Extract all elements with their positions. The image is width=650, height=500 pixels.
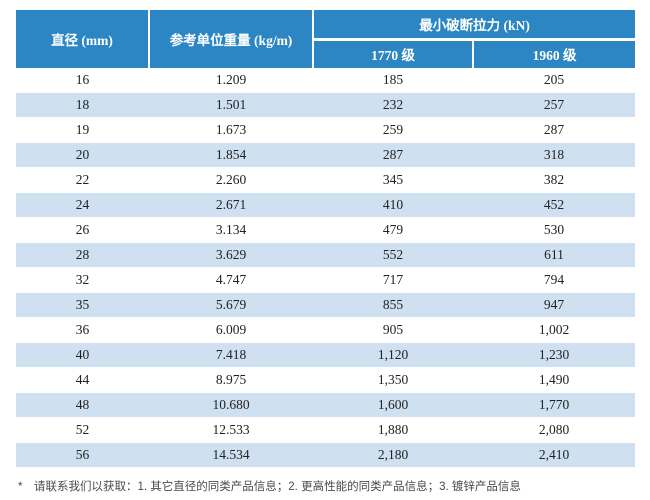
- table-cell: 345: [313, 167, 473, 193]
- table-cell: 2,410: [473, 442, 635, 468]
- spec-table-page: 直径 (mm) 参考单位重量 (kg/m) 最小破断拉力 (kN) 1770 级…: [16, 10, 635, 495]
- table-cell: 452: [473, 192, 635, 218]
- table-cell: 855: [313, 292, 473, 318]
- table-cell: 2.260: [149, 167, 313, 193]
- header-diameter: 直径 (mm): [16, 10, 150, 68]
- footnote-marker: *: [18, 481, 23, 493]
- footnote-text: 请联系我们以获取：1. 其它直径的同类产品信息；2. 更高性能的同类产品信息；3…: [34, 481, 521, 493]
- table-cell: 44: [16, 367, 149, 393]
- table-cell: 12.533: [149, 417, 313, 443]
- table-cell: 5.679: [149, 292, 313, 318]
- table-cell: 52: [16, 417, 149, 443]
- table-row: 36 6.009 905 1,002: [16, 317, 635, 343]
- table-row: 26 3.134 479 530: [16, 217, 635, 243]
- table-cell: 1,600: [313, 392, 473, 418]
- table-cell: 205: [473, 68, 635, 93]
- table-cell: 611: [473, 242, 635, 268]
- table-row: 44 8.975 1,350 1,490: [16, 367, 635, 393]
- table-cell: 318: [473, 142, 635, 168]
- table-cell: 382: [473, 167, 635, 193]
- table-row: 40 7.418 1,120 1,230: [16, 342, 635, 368]
- table-cell: 1,880: [313, 417, 473, 443]
- table-cell: 8.975: [149, 367, 313, 393]
- table-cell: 530: [473, 217, 635, 243]
- table-cell: 16: [16, 68, 149, 93]
- table-row: 19 1.673 259 287: [16, 117, 635, 143]
- table-cell: 1.673: [149, 117, 313, 143]
- table-cell: 479: [313, 217, 473, 243]
- table-cell: 4.747: [149, 267, 313, 293]
- table-cell: 287: [313, 142, 473, 168]
- table-cell: 947: [473, 292, 635, 318]
- table-cell: 2.671: [149, 192, 313, 218]
- header-grade-1960: 1960 级: [473, 39, 635, 68]
- table-cell: 185: [313, 68, 473, 93]
- table-cell: 257: [473, 92, 635, 118]
- table-cell: 26: [16, 217, 149, 243]
- table-cell: 1,002: [473, 317, 635, 343]
- table-row: 56 14.534 2,180 2,410: [16, 442, 635, 468]
- table-cell: 287: [473, 117, 635, 143]
- table-row: 35 5.679 855 947: [16, 292, 635, 318]
- table-row: 48 10.680 1,600 1,770: [16, 392, 635, 418]
- header-breaking-force: 最小破断拉力 (kN): [313, 10, 635, 41]
- table-cell: 232: [313, 92, 473, 118]
- table-body: 16 1.209 185 205 18 1.501 232 257 19 1.673 259 287 2…: [16, 68, 635, 468]
- table-row: 52 12.533 1,880 2,080: [16, 417, 635, 443]
- table-cell: 6.009: [149, 317, 313, 343]
- table-header: 直径 (mm) 参考单位重量 (kg/m) 最小破断拉力 (kN) 1770 级…: [16, 10, 635, 68]
- table-cell: 1,490: [473, 367, 635, 393]
- table-cell: 20: [16, 142, 149, 168]
- table-cell: 7.418: [149, 342, 313, 368]
- table-cell: 2,080: [473, 417, 635, 443]
- table-cell: 1,120: [313, 342, 473, 368]
- table-cell: 24: [16, 192, 149, 218]
- table-cell: 1.854: [149, 142, 313, 168]
- header-grade-1770: 1770 级: [313, 39, 474, 68]
- footnote: * 请联系我们以获取：1. 其它直径的同类产品信息；2. 更高性能的同类产品信息…: [16, 479, 635, 495]
- table-cell: 1.209: [149, 68, 313, 93]
- table-cell: 410: [313, 192, 473, 218]
- table-cell: 56: [16, 442, 149, 468]
- table-cell: 40: [16, 342, 149, 368]
- table-cell: 48: [16, 392, 149, 418]
- table-row: 28 3.629 552 611: [16, 242, 635, 268]
- table-cell: 18: [16, 92, 149, 118]
- table-cell: 552: [313, 242, 473, 268]
- spec-table: 直径 (mm) 参考单位重量 (kg/m) 最小破断拉力 (kN) 1770 级…: [16, 10, 635, 468]
- table-row: 22 2.260 345 382: [16, 167, 635, 193]
- table-cell: 1.501: [149, 92, 313, 118]
- table-cell: 1,230: [473, 342, 635, 368]
- table-row: 24 2.671 410 452: [16, 192, 635, 218]
- table-cell: 22: [16, 167, 149, 193]
- table-cell: 10.680: [149, 392, 313, 418]
- table-cell: 35: [16, 292, 149, 318]
- header-unit-weight: 参考单位重量 (kg/m): [149, 10, 314, 68]
- table-cell: 794: [473, 267, 635, 293]
- table-row: 32 4.747 717 794: [16, 267, 635, 293]
- table-cell: 259: [313, 117, 473, 143]
- table-cell: 2,180: [313, 442, 473, 468]
- table-cell: 1,770: [473, 392, 635, 418]
- table-cell: 28: [16, 242, 149, 268]
- table-row: 20 1.854 287 318: [16, 142, 635, 168]
- table-cell: 717: [313, 267, 473, 293]
- table-cell: 32: [16, 267, 149, 293]
- table-row: 18 1.501 232 257: [16, 92, 635, 118]
- table-cell: 14.534: [149, 442, 313, 468]
- table-cell: 1,350: [313, 367, 473, 393]
- table-cell: 36: [16, 317, 149, 343]
- table-row: 16 1.209 185 205: [16, 68, 635, 93]
- table-cell: 905: [313, 317, 473, 343]
- table-cell: 19: [16, 117, 149, 143]
- table-cell: 3.134: [149, 217, 313, 243]
- table-cell: 3.629: [149, 242, 313, 268]
